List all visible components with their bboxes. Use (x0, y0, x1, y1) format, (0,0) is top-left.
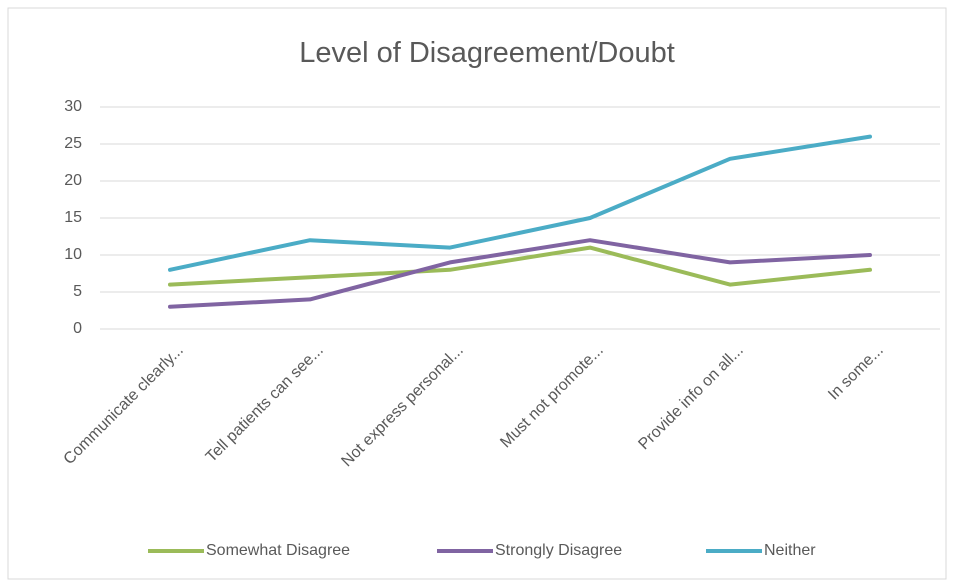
y-tick-label: 5 (73, 283, 82, 300)
line-series (168, 134, 872, 272)
y-tick-label: 25 (64, 135, 82, 152)
legend-label: Somewhat Disagree (206, 542, 350, 559)
legend-label: Neither (764, 542, 816, 559)
y-tick-label: 15 (64, 209, 82, 226)
line-series (168, 245, 872, 287)
line-series (168, 238, 872, 309)
y-tick-label: 0 (73, 320, 82, 337)
chart-title: Level of Disagreement/Doubt (299, 37, 675, 69)
y-tick-label: 20 (64, 172, 82, 189)
chart-border (7, 7, 947, 580)
legend-label: Strongly Disagree (495, 542, 622, 559)
y-tick-label: 10 (64, 246, 82, 263)
y-tick-label: 30 (64, 98, 82, 115)
